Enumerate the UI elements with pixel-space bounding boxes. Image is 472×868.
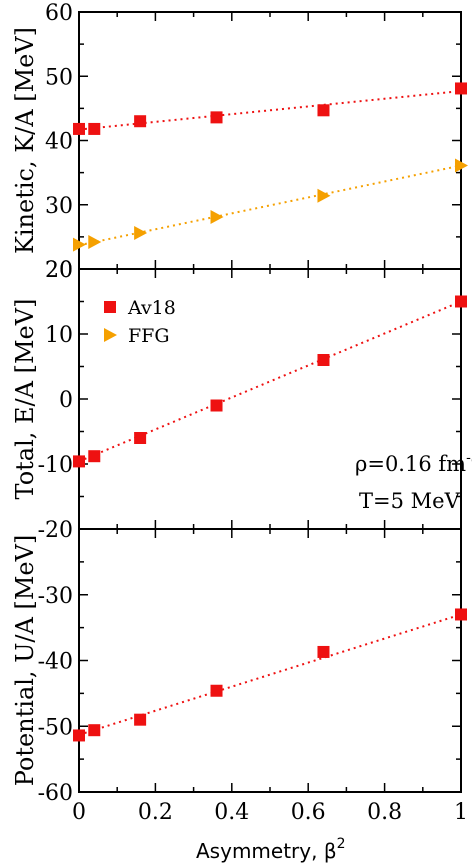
x-axis-title: Asymmetry, β2 [196,836,346,863]
data-point [210,684,223,697]
y-tick-label: 20 [45,258,73,283]
y-tick-label: 40 [45,130,73,155]
y-axis-title: Total, E/A [MeV] [11,299,39,500]
data-point [134,713,147,726]
y-axis-title: Potential, U/A [MeV] [11,535,39,787]
legend-marker-ffg [104,328,117,342]
legend-label-ffg: FFG [128,325,170,347]
data-point [317,354,330,366]
x-axis-label-exponent: 2 [337,836,346,852]
y-tick-label: 0 [59,388,73,413]
y-tick-label: 30 [45,194,73,219]
data-point [455,158,468,173]
data-point [317,104,330,117]
data-point [210,111,223,124]
density-annotation: ρ=0.16 fm-3 [355,450,472,476]
fit-line [78,164,462,247]
data-point [88,450,101,463]
density-value: ρ=0.16 fm [355,452,466,476]
legend: Av18 FFG [104,297,176,347]
data-point [455,82,467,95]
y-tick-label: -60 [38,781,73,806]
data-point [73,237,86,252]
x-tick-label: 0.6 [291,800,326,825]
fit-line [78,90,462,131]
data-point [73,122,85,135]
x-axis-title-text: Asymmetry, β2 [196,836,346,863]
y-tick-label: 10 [45,323,73,348]
density-exponent: -3 [466,450,472,466]
data-point [88,724,101,737]
data-point [134,432,147,444]
data-point [210,209,224,224]
x-tick-label: 1 [454,800,468,825]
y-tick-label: 50 [45,65,73,90]
y-tick-label: -20 [38,518,73,543]
data-point [134,226,148,241]
data-point [88,122,101,135]
data-point [73,729,85,742]
data-point [455,608,467,621]
plot-frame [78,528,462,793]
legend-label-av18: Av18 [127,297,176,319]
x-tick-label: 0.2 [138,800,173,825]
temperature-annotation: T=5 MeV [359,489,461,513]
data-point [134,115,147,128]
annotation: ρ=0.16 fm-3 T=5 MeV [355,450,472,513]
y-tick-label: -40 [38,650,73,675]
data-point [73,455,85,468]
legend-marker-av18 [104,301,116,313]
data-point [455,295,467,308]
y-axis-title: Kinetic, K/A [MeV] [11,27,39,254]
y-tick-label: -10 [38,453,73,478]
data-point [88,235,102,250]
x-tick-label: 0.4 [214,800,249,825]
x-tick-label: 0 [72,800,86,825]
y-tick-label: -30 [38,584,73,609]
y-tick-label: 20 [45,258,73,283]
x-tick-label: 0.8 [367,800,402,825]
data-point [317,188,331,203]
data-point [317,645,330,658]
y-tick-label: 60 [45,1,73,26]
panel-3: -60 -50 -40 -30 -20 0 0.2 0.4 0.6 0.8 1 Potential, … [11,518,468,825]
y-tick-label: -50 [38,715,73,740]
data-point [210,399,223,412]
x-axis-label: Asymmetry, β [196,839,337,863]
